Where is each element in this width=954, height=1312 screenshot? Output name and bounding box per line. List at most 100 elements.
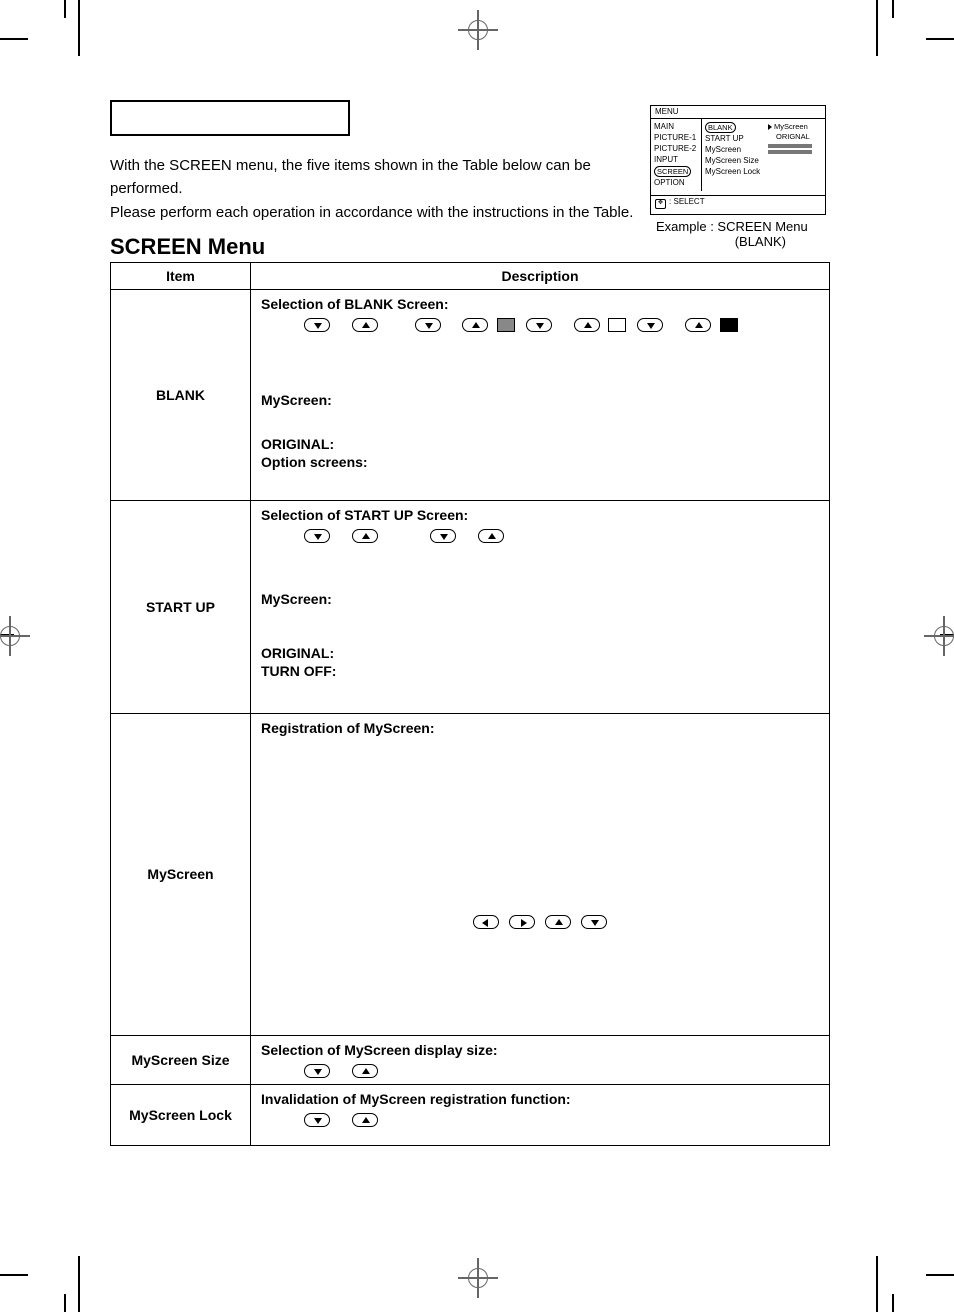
- osd-caption: Example : SCREEN Menu (BLANK): [650, 219, 830, 249]
- up-icon: [352, 1113, 378, 1127]
- myscreen-lock-title: Invalidation of MyScreen registration fu…: [261, 1091, 819, 1107]
- table-row: MyScreen Registration of MyScreen:: [111, 714, 830, 1035]
- osd-col1-item: OPTION: [654, 178, 698, 188]
- osd-caption-line1: Example : SCREEN Menu: [656, 219, 830, 234]
- osd-col1-item: PICTURE-1: [654, 133, 698, 143]
- crop-mark: [0, 38, 28, 40]
- osd-select-row: ✥: SELECT: [651, 195, 825, 210]
- crop-mark: [892, 0, 894, 18]
- osd-bar: [768, 150, 812, 154]
- desc-myscreen-size: Selection of MyScreen display size:: [251, 1035, 830, 1084]
- up-icon: [545, 915, 571, 929]
- osd-select-label: : SELECT: [669, 197, 705, 206]
- down-icon: [304, 318, 330, 332]
- crop-mark: [64, 0, 66, 18]
- desc-myscreen: Registration of MyScreen:: [251, 714, 830, 1035]
- intro-line1: With the SCREEN menu, the five items sho…: [110, 157, 591, 197]
- osd-col3-item: ORIGNAL: [768, 132, 814, 141]
- osd-col1-item: PICTURE-2: [654, 144, 698, 154]
- down-icon: [304, 1064, 330, 1078]
- osd-col1: MAIN PICTURE-1 PICTURE-2 INPUT SCREEN OP…: [651, 119, 701, 191]
- col-header-item: Item: [111, 262, 251, 289]
- intro-text: With the SCREEN menu, the five items sho…: [110, 154, 640, 224]
- col-header-description: Description: [251, 262, 830, 289]
- registration-mark-left: [0, 616, 30, 656]
- up-icon: [352, 1064, 378, 1078]
- down-icon: [430, 529, 456, 543]
- crop-mark: [0, 1274, 28, 1276]
- myscreen-arrow-sequence: [261, 912, 819, 928]
- item-myscreen-lock: MyScreen Lock: [111, 1084, 251, 1145]
- osd-example: MENU MAIN PICTURE-1 PICTURE-2 INPUT SCRE…: [650, 105, 830, 249]
- swatch-black: [720, 318, 738, 332]
- right-icon: [509, 915, 535, 929]
- crop-mark: [892, 1294, 894, 1312]
- up-icon: [574, 318, 600, 332]
- startup-title: Selection of START UP Screen:: [261, 507, 819, 523]
- intro-line2: Please perform each operation in accorda…: [110, 204, 633, 221]
- osd-col3: MyScreen ORIGNAL: [765, 119, 817, 191]
- osd-col2-item: START UP: [705, 134, 762, 144]
- crop-mark: [926, 1274, 954, 1276]
- table-row: MyScreen Size Selection of MyScreen disp…: [111, 1035, 830, 1084]
- table-row: MyScreen Lock Invalidation of MyScreen r…: [111, 1084, 830, 1145]
- down-icon: [304, 1113, 330, 1127]
- osd-window: MENU MAIN PICTURE-1 PICTURE-2 INPUT SCRE…: [650, 105, 826, 215]
- desc-blank: Selection of BLANK Screen:: [251, 289, 830, 500]
- item-myscreen: MyScreen: [111, 714, 251, 1035]
- crop-mark: [64, 1294, 66, 1312]
- crop-mark: [926, 38, 954, 40]
- title-box: [110, 100, 350, 136]
- crop-mark: [876, 1256, 878, 1312]
- swatch-gray: [497, 318, 515, 332]
- osd-col1-item-selected: SCREEN: [654, 166, 691, 177]
- crop-mark: [78, 0, 80, 56]
- blank-myscreen: MyScreen:: [261, 392, 819, 408]
- crop-mark: [876, 0, 878, 56]
- desc-startup: Selection of START UP Screen: MyScreen: …: [251, 501, 830, 714]
- blank-arrow-sequence: [301, 316, 819, 332]
- up-icon: [478, 529, 504, 543]
- osd-col2-item-selected: BLANK: [705, 122, 736, 133]
- joystick-icon: ✥: [655, 199, 666, 209]
- left-icon: [473, 915, 499, 929]
- osd-col2-item: MyScreen Lock: [705, 167, 762, 177]
- blank-title: Selection of BLANK Screen:: [261, 296, 819, 312]
- item-blank: BLANK: [111, 289, 251, 500]
- myscreen-lock-arrows: [301, 1111, 819, 1127]
- table-row: BLANK Selection of BLANK Screen:: [111, 289, 830, 500]
- osd-bar: [768, 144, 812, 148]
- page-content: With the SCREEN menu, the five items sho…: [110, 100, 830, 1146]
- swatch-white: [608, 318, 626, 332]
- startup-original: ORIGINAL:: [261, 645, 819, 661]
- startup-turnoff: TURN OFF:: [261, 663, 819, 679]
- crop-mark: [78, 1256, 80, 1312]
- item-myscreen-size: MyScreen Size: [111, 1035, 251, 1084]
- osd-col1-item: MAIN: [654, 122, 698, 132]
- up-icon: [352, 529, 378, 543]
- myscreen-size-arrows: [301, 1062, 819, 1078]
- myscreen-title: Registration of MyScreen:: [261, 720, 819, 736]
- item-startup: START UP: [111, 501, 251, 714]
- registration-mark-bottom: [458, 1258, 498, 1298]
- blank-original: ORIGINAL:: [261, 436, 819, 452]
- screen-menu-table: Item Description BLANK Selection of BLAN…: [110, 262, 830, 1146]
- triangle-right-icon: [768, 124, 772, 130]
- osd-caption-line2: (BLANK): [656, 234, 830, 249]
- down-icon: [637, 318, 663, 332]
- myscreen-size-title: Selection of MyScreen display size:: [261, 1042, 819, 1058]
- down-icon: [581, 915, 607, 929]
- registration-mark-top: [458, 10, 498, 50]
- osd-col3-item: MyScreen: [774, 122, 808, 131]
- table-row: START UP Selection of START UP Screen: M…: [111, 501, 830, 714]
- up-icon: [462, 318, 488, 332]
- osd-col2-item: MyScreen: [705, 145, 762, 155]
- down-icon: [415, 318, 441, 332]
- osd-menu-label: MENU: [651, 106, 825, 119]
- down-icon: [304, 529, 330, 543]
- osd-col1-item: INPUT: [654, 155, 698, 165]
- osd-col2-item: MyScreen Size: [705, 156, 762, 166]
- registration-mark-right: [924, 616, 954, 656]
- up-icon: [352, 318, 378, 332]
- down-icon: [526, 318, 552, 332]
